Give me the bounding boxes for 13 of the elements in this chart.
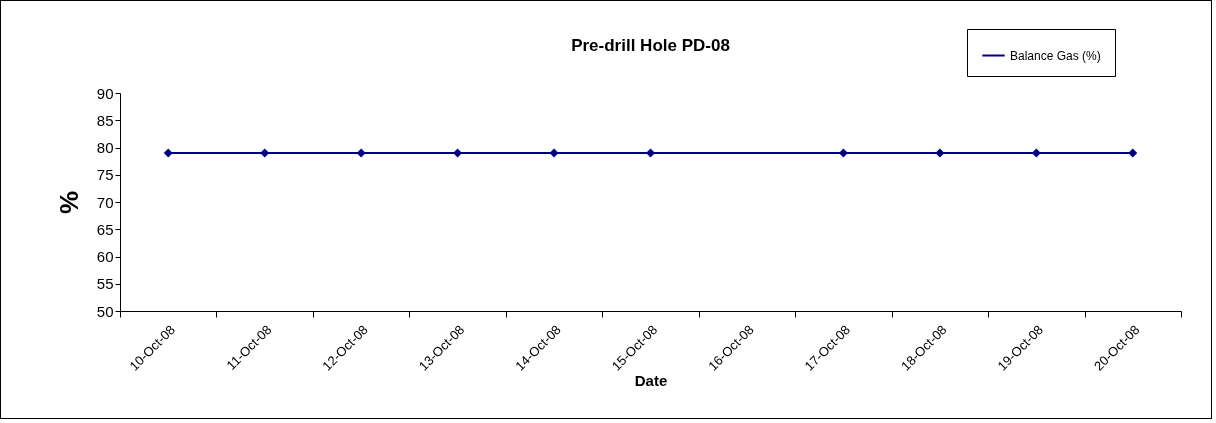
y-tick-label: 75	[96, 166, 114, 184]
chart-title: Pre-drill Hole PD-08	[571, 35, 730, 55]
y-axis-title: %	[53, 190, 84, 215]
y-tick-label: 50	[96, 302, 114, 320]
y-tick-label: 90	[96, 84, 114, 102]
legend-label: Balance Gas (%)	[1010, 48, 1101, 63]
y-tick-label: 65	[96, 220, 114, 238]
y-tick-label: 70	[96, 193, 114, 211]
x-axis-title: Date	[634, 371, 668, 389]
y-tick-label: 85	[96, 111, 114, 129]
y-tick-label: 60	[96, 248, 114, 265]
y-tick-label: 55	[96, 275, 114, 293]
y-tick-label: 80	[96, 139, 114, 156]
